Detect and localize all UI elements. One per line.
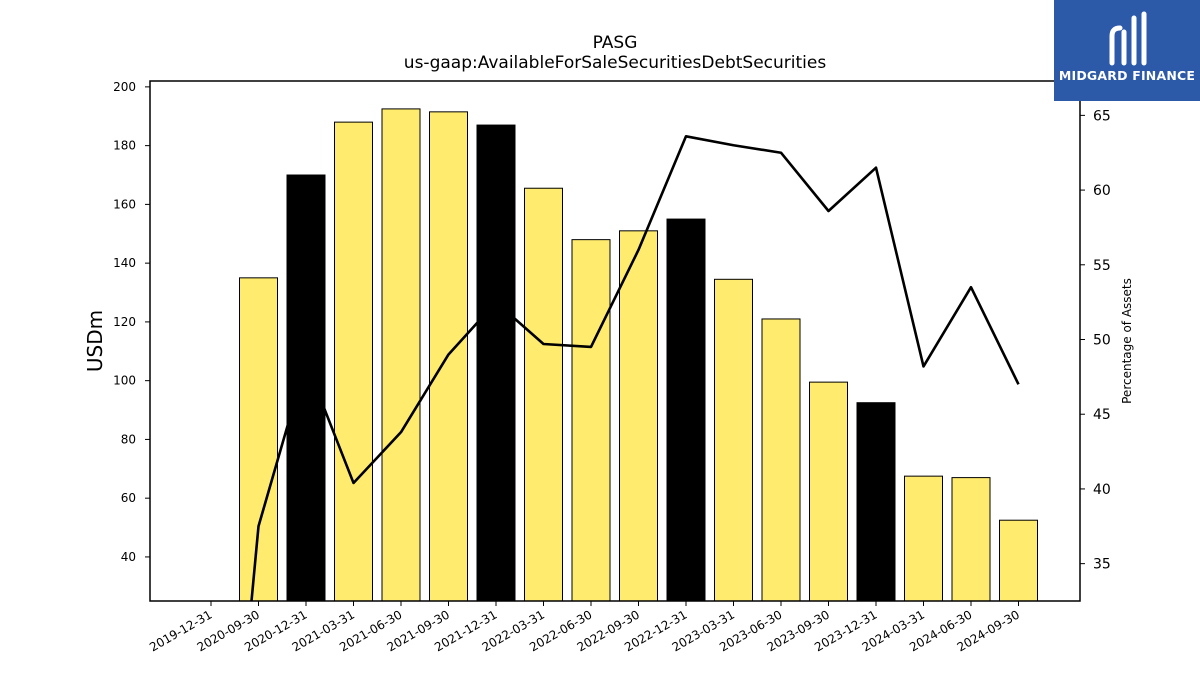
y2-tick-label: 50 xyxy=(1093,333,1111,349)
logo-text: MIDGARD FINANCE xyxy=(1058,68,1196,83)
bar-series xyxy=(239,108,1038,602)
y2-tick-label: 45 xyxy=(1093,407,1111,423)
y-tick-label: 100 xyxy=(113,374,136,388)
y-tick-label: 40 xyxy=(121,550,136,564)
bar-2020-12-31 xyxy=(286,174,326,602)
y2-tick-label: 40 xyxy=(1093,482,1111,498)
plot-frame xyxy=(149,80,1081,602)
line-series xyxy=(250,134,1020,602)
bar-2021-03-31 xyxy=(334,121,373,602)
chart-title: PASG xyxy=(593,33,638,53)
y-tick-label: 60 xyxy=(121,491,136,505)
y2-tick-label: 55 xyxy=(1093,258,1111,274)
y-tick-label: 160 xyxy=(113,197,136,211)
bar-2022-12-31 xyxy=(666,218,706,602)
y2-axis-label: Percentage of Assets xyxy=(1120,278,1134,404)
left-axis: 40 60 80 100 120 140 160 180 200 xyxy=(113,80,150,564)
midgard-finance-logo: MIDGARD FINANCE xyxy=(1054,0,1200,101)
bar-2022-06-30 xyxy=(571,239,611,602)
y-tick-label: 140 xyxy=(113,256,136,270)
bar-2023-03-31 xyxy=(714,278,753,602)
bar-2022-09-30 xyxy=(619,230,658,602)
bar-2023-12-31 xyxy=(856,402,896,602)
bar-2024-09-30 xyxy=(999,519,1038,602)
y2-tick-label: 60 xyxy=(1093,183,1111,199)
chart-subtitle: us-gaap:AvailableForSaleSecuritiesDebtSe… xyxy=(404,53,827,73)
y2-tick-label: 35 xyxy=(1093,557,1111,573)
y-tick-label: 180 xyxy=(113,139,136,153)
bar-2024-03-31 xyxy=(904,475,943,602)
y-tick-label: 200 xyxy=(113,80,136,94)
y-tick-label: 80 xyxy=(121,432,136,446)
bar-2021-06-30 xyxy=(381,108,421,602)
y-tick-label: 120 xyxy=(113,315,136,329)
bar-2023-06-30 xyxy=(761,318,801,602)
bar-2020-09-30 xyxy=(239,277,278,602)
bar-2024-06-30 xyxy=(951,477,991,602)
logo-mark-icon xyxy=(1109,11,1147,66)
bar-2021-12-31 xyxy=(476,124,516,602)
y-axis-label: USDm xyxy=(83,310,107,372)
bar-2023-09-30 xyxy=(809,381,848,602)
bar-2022-03-31 xyxy=(524,187,563,602)
assets-percentage-line xyxy=(250,134,1020,602)
right-axis: 35 40 45 50 55 60 65 xyxy=(1080,108,1111,573)
x-axis: 2019-12-312020-09-302020-12-312021-03-31… xyxy=(147,601,1022,654)
y2-tick-label: 65 xyxy=(1093,108,1111,124)
